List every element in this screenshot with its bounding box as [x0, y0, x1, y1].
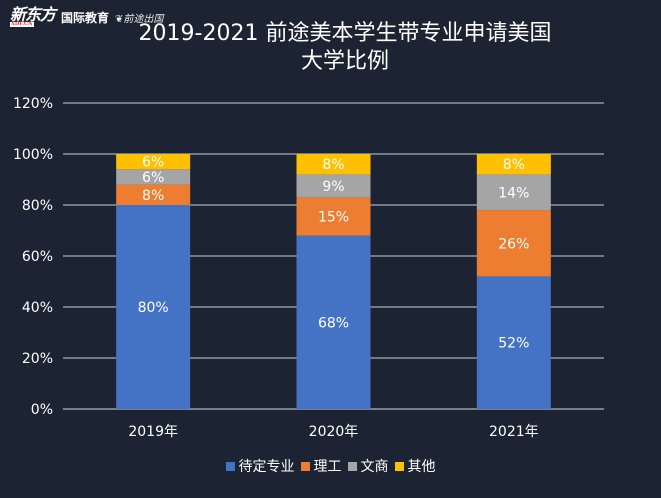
legend-label: 文商	[360, 459, 389, 475]
bar-segment	[296, 174, 371, 198]
legend-label: 其他	[407, 459, 436, 475]
bar-segment	[476, 210, 551, 277]
bar-segment	[116, 184, 191, 205]
data-label: 68%	[318, 315, 349, 331]
y-tick-label: 120%	[13, 96, 53, 112]
intl-edu-label: 国际教育	[61, 10, 110, 25]
legend-label: 理工	[313, 459, 342, 475]
legend-swatch	[300, 461, 310, 471]
bar-segment	[476, 154, 551, 175]
data-label: 15%	[318, 209, 349, 225]
chart-title: 2019-2021 前途美本学生带专业申请美国大学比例	[138, 21, 552, 74]
y-tick-label: 80%	[22, 198, 53, 214]
brand-logo-group: 新东方 XDF.CN 国际教育 ❦前途出国	[10, 6, 163, 28]
y-tick-label: 20%	[22, 351, 53, 367]
data-label: 52%	[498, 336, 529, 352]
y-tick-label: 40%	[22, 300, 53, 316]
legend-swatch	[394, 461, 404, 471]
legend-swatch	[225, 461, 235, 471]
bar-segment	[476, 174, 551, 211]
data-label: 26%	[498, 236, 529, 252]
qiantu-seal-text: 前途出国	[123, 13, 164, 25]
qiantu-seal-icon: ❦前途出国	[115, 13, 164, 25]
legend-item: 待定专业	[225, 456, 295, 476]
data-label: 8%	[322, 157, 344, 173]
bar-segment	[116, 154, 191, 170]
bar-segment	[116, 169, 191, 185]
legend-item: 理工	[300, 456, 342, 476]
x-tick-label: 2019年	[128, 424, 178, 440]
data-label: 6%	[142, 155, 164, 171]
x-tick-label: 2021年	[489, 424, 539, 440]
data-label: 14%	[498, 185, 529, 201]
bar-segment	[476, 276, 551, 409]
bar-segment	[116, 205, 191, 409]
xdf-logo-text: 新东方	[10, 5, 56, 24]
data-label: 6%	[142, 170, 164, 186]
legend-item: 文商	[347, 456, 389, 476]
data-label: 8%	[142, 188, 164, 204]
xdf-logo-url: XDF.CN	[10, 21, 34, 27]
legend-swatch	[347, 461, 357, 471]
y-tick-label: 100%	[13, 147, 53, 163]
legend-item: 其他	[394, 456, 436, 476]
data-label: 80%	[138, 300, 169, 316]
bar-segment	[296, 154, 371, 175]
x-tick-label: 2020年	[309, 424, 359, 440]
data-label: 9%	[322, 179, 344, 195]
data-label: 8%	[503, 157, 525, 173]
y-tick-label: 0%	[31, 402, 53, 418]
bar-segment	[296, 235, 371, 409]
y-tick-label: 60%	[22, 249, 53, 265]
bar-segment	[296, 197, 371, 236]
chart-legend: 待定专业 理工 文商 其他	[0, 456, 661, 476]
legend-label: 待定专业	[238, 459, 295, 475]
xdf-logo: 新东方 XDF.CN	[10, 5, 56, 27]
